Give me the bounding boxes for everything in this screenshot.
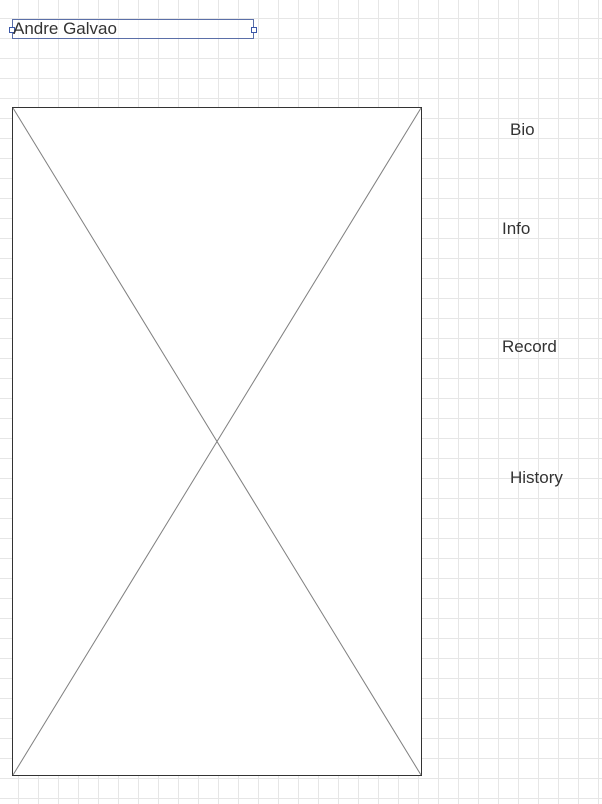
resize-handle-right[interactable] (251, 27, 257, 33)
athlete-name: Andre Galvao (13, 19, 117, 38)
nav-bio[interactable]: Bio (510, 120, 535, 139)
nav-info[interactable]: Info (502, 219, 531, 238)
nav-history[interactable]: History (510, 468, 563, 487)
image-placeholder[interactable] (12, 107, 422, 776)
nav-record[interactable]: Record (502, 337, 557, 356)
resize-handle-left[interactable] (9, 27, 15, 33)
placeholder-diagonal-2 (12, 107, 422, 776)
name-text-box[interactable]: Andre Galvao (9, 19, 257, 39)
